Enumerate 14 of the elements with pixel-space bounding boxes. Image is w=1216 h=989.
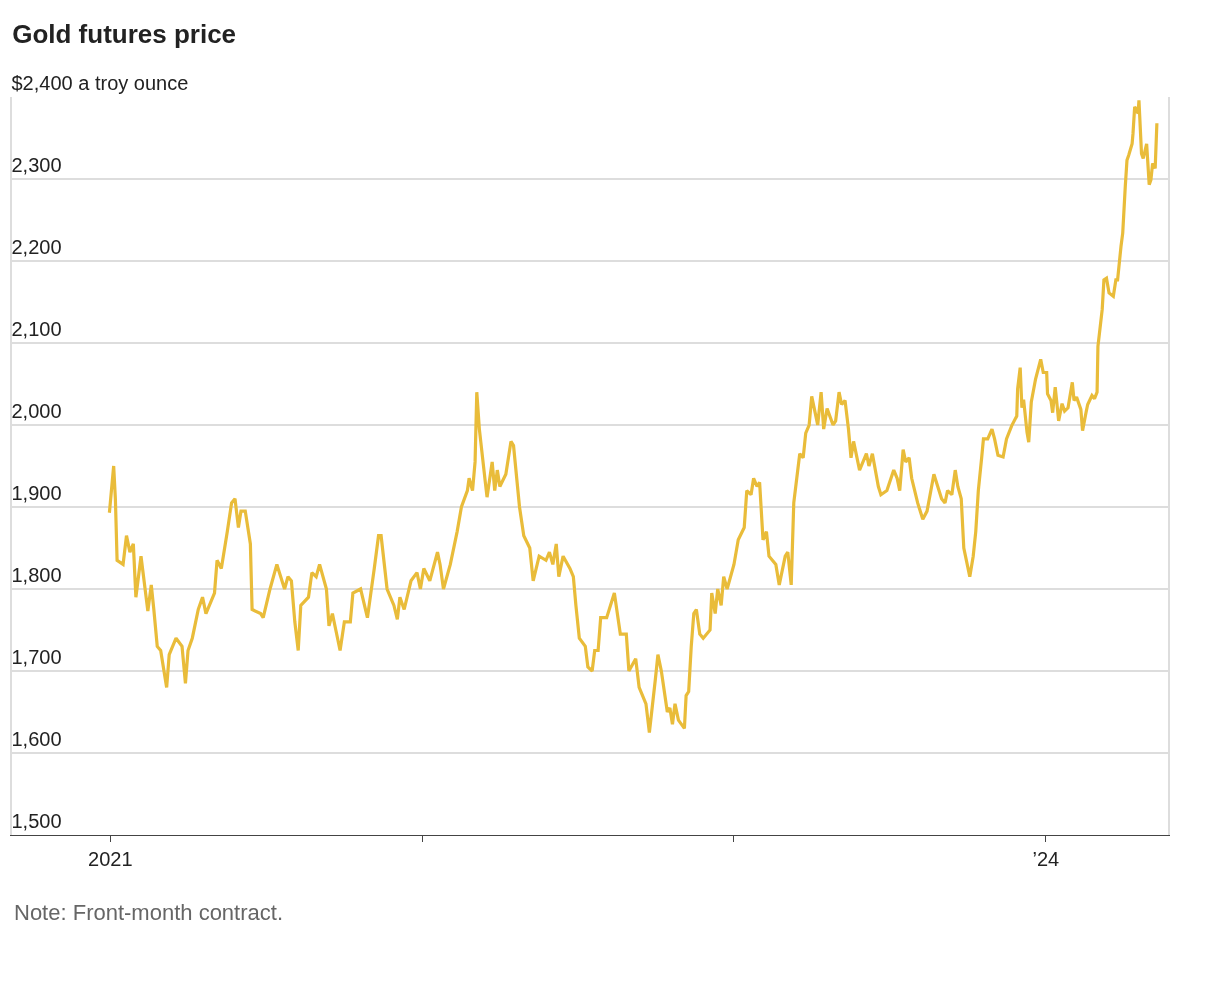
y-tick-label: 2,200 xyxy=(11,236,62,258)
text: Note: Front-month contract. xyxy=(14,900,283,925)
y-tick-label: 2,000 xyxy=(11,400,62,422)
y-tick-label: 1,500 xyxy=(11,810,62,832)
x-tick-label: 2021 xyxy=(88,848,133,870)
x-tick-label: ’24 xyxy=(1032,848,1060,870)
y-tick-label: 2,300 xyxy=(11,154,62,176)
y-tick-label: 1,700 xyxy=(11,646,62,668)
y-tick-label: 1,900 xyxy=(11,482,62,504)
y-tick-label: 1,800 xyxy=(11,564,62,586)
y-tick-label: 1,600 xyxy=(11,728,62,750)
y-tick-label: 2,100 xyxy=(11,318,62,340)
y-tick-label: $2,400 a troy ounce xyxy=(11,72,189,94)
chart-title: Gold futures price xyxy=(12,18,237,49)
